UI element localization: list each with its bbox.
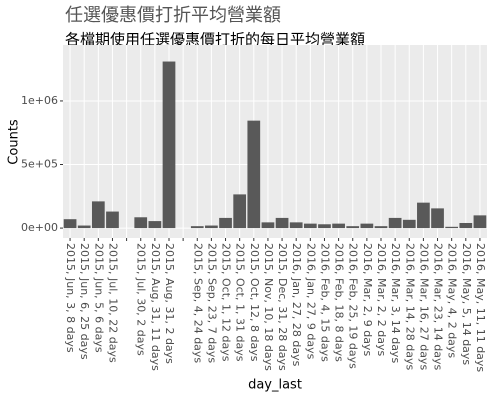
- x-tick-label: 2016, Feb, 18, 8 days: [333, 243, 346, 362]
- x-tick-label: 2016, Mar, 2, 2 days: [375, 243, 388, 356]
- bar: [346, 226, 360, 229]
- bar: [106, 211, 119, 229]
- x-tick-label: 2016, Mar, 23, 14 days: [432, 243, 445, 370]
- bar: [303, 223, 317, 229]
- x-tick-label: 2015, Jul, 10, 22 days: [106, 243, 119, 363]
- x-tick-label: 2016, Feb, 25, 19 days: [347, 243, 360, 369]
- x-tick-label: 2016, May, 11, 11 days: [474, 243, 487, 372]
- y-tick-label: 0e+00: [21, 221, 58, 234]
- bar: [91, 201, 105, 229]
- bar: [473, 215, 487, 229]
- x-tick-label: 2015, Jun, 3, 8 days: [64, 243, 77, 353]
- x-tick-label: 2015, Jun, 5, 6 days: [92, 243, 105, 353]
- plot-background: [63, 45, 487, 238]
- x-tick-label: 2015, Sep, 4, 24 days: [191, 243, 204, 363]
- x-tick-label: 2015, Dec, 31, 28 days: [276, 243, 289, 371]
- bar: [402, 219, 416, 229]
- y-axis-label: Counts: [7, 119, 22, 165]
- bar: [261, 222, 275, 229]
- bar: [360, 223, 374, 229]
- bar: [445, 226, 459, 229]
- x-tick-label: 2015, Jul, 30, 2 days: [135, 243, 148, 356]
- y-tick-label: 5e+05: [21, 158, 58, 171]
- x-tick-label: 2016, Mar, 3, 14 days: [389, 243, 402, 363]
- x-tick-label: 2016, Mar, 14, 28 days: [403, 243, 416, 370]
- x-tick-label: 2015, Nov, 10, 18 days: [262, 243, 275, 371]
- bar: [388, 217, 402, 229]
- x-tick-label: 2015, Oct, 12, 8 days: [248, 243, 261, 362]
- bar: [417, 202, 430, 229]
- x-tick-label: 2015, Aug, 31, 11 days: [149, 243, 162, 371]
- bar: [332, 223, 345, 229]
- bar: [431, 208, 444, 229]
- bar: [219, 217, 232, 229]
- bar: [205, 225, 218, 229]
- bar: [289, 222, 303, 229]
- x-tick-label: 2016, Feb, 4, 15 days: [318, 243, 331, 362]
- bar: [63, 219, 77, 229]
- chart-title: 任選優惠價打折平均營業額: [65, 5, 281, 26]
- x-tick-label: 2016, May, 4, 2 days: [446, 243, 459, 358]
- chart-subtitle: 各檔期使用任選優惠價打折的每日平均營業額: [65, 31, 365, 49]
- x-axis-label: day_last: [248, 378, 302, 393]
- bar: [148, 221, 162, 229]
- bar: [275, 217, 289, 229]
- x-tick-label: 2015, Oct, 1, 12 days: [220, 243, 233, 362]
- x-tick-label: 2016, May, 5, 14 days: [460, 243, 473, 365]
- bar: [134, 217, 148, 229]
- bar: [162, 61, 176, 229]
- x-tick-label: 2016, Jan, 27, 28 days: [290, 243, 303, 367]
- x-tick-label: 2015, Jun, 6, 25 days: [78, 243, 91, 360]
- y-tick-label: 1e+06: [21, 94, 58, 107]
- bar: [374, 226, 388, 229]
- bar: [459, 222, 473, 229]
- bar: [247, 120, 261, 229]
- x-tick-label: 2016, Mar, 2, 9 days: [361, 243, 374, 356]
- x-tick-label: 2016, Jan, 27, 9 days: [304, 243, 317, 360]
- bar: [318, 224, 331, 229]
- x-tick-label: 2016, Mar, 16, 27 days: [417, 243, 430, 370]
- bar: [233, 194, 247, 229]
- bar: [77, 225, 91, 229]
- x-tick-label: 2015, Oct, 1, 31 days: [234, 243, 247, 362]
- x-tick-label: 2015, Sep, 23, 7 days: [205, 243, 218, 363]
- x-tick-label: 2015, Aug, 31, 2 days: [163, 243, 176, 364]
- bar: [190, 226, 204, 229]
